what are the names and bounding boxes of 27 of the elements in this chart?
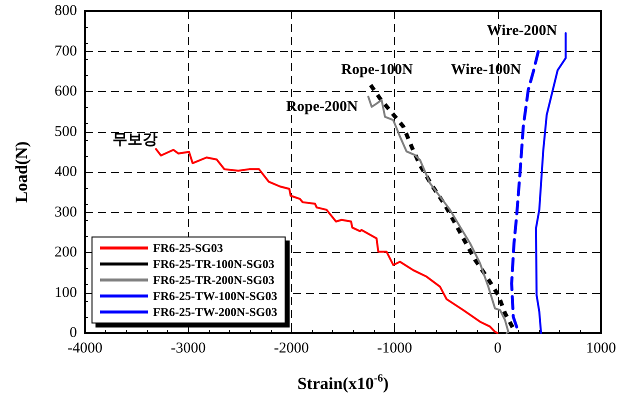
y-tick-label: 400 [54,164,77,180]
y-tick-label: 300 [54,204,77,220]
legend-label: FR6-25-TW-200N-SG03 [153,305,278,319]
y-tick-label: 800 [54,3,77,19]
legend-label: FR6-25-TR-200N-SG03 [153,273,274,287]
annotation: Rope-100N [341,62,413,78]
line-series [155,148,498,334]
y-tick-label: 700 [54,43,77,60]
annotation: Rope-200N [286,99,358,115]
annotation: Wire-100N [450,62,522,78]
legend-label: FR6-25-TW-100N-SG03 [153,289,278,303]
y-tick-label: 0 [70,325,77,341]
x-tick-label: -1000 [377,340,412,356]
x-tick-label: 1000 [586,340,616,356]
legend-label: FR6-25-SG03 [153,241,223,255]
y-tick-label: 600 [54,84,77,100]
y-axis-title: Load(N) [12,141,31,203]
annotation: Wire-200N [486,23,558,39]
x-tick-label: -4000 [68,340,102,356]
y-tick-label: 200 [54,244,77,260]
y-tick-label: 100 [54,284,77,301]
x-tick-label: -3000 [170,340,206,356]
annotation: 무보강 [112,132,158,148]
y-tick-label: 500 [54,124,77,140]
x-tick-label: -2000 [274,340,309,356]
x-tick-label: 0 [494,340,502,356]
legend-label: FR6-25-TR-100N-SG03 [153,257,274,271]
